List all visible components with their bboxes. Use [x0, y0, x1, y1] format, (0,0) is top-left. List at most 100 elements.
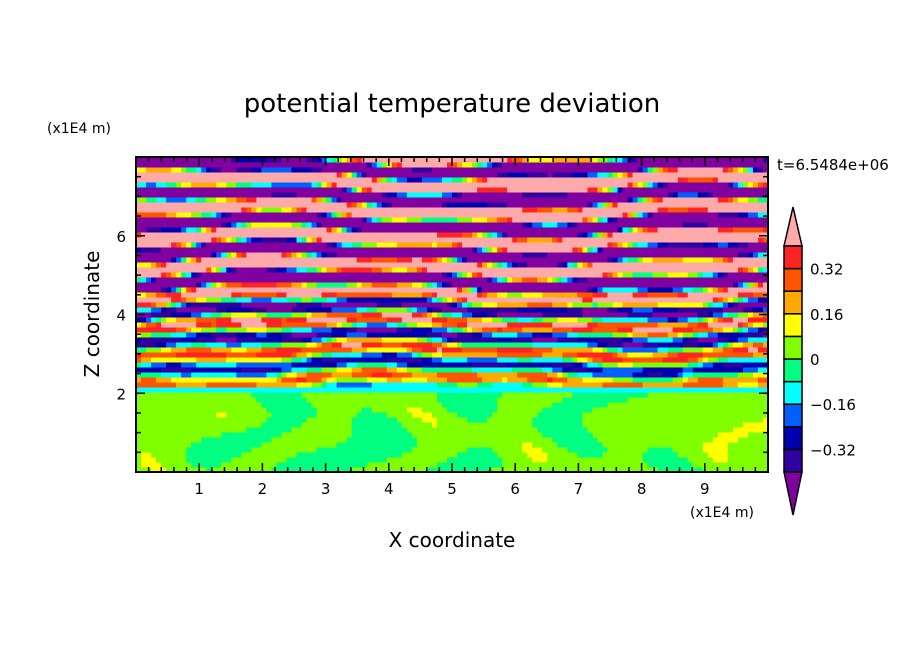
contour-cell: [396, 257, 413, 263]
contour-cell: [757, 297, 769, 303]
contour-cell: [216, 412, 227, 418]
contour-cell: [542, 292, 578, 298]
contour-cell: [301, 422, 353, 428]
contour-cell: [632, 182, 639, 188]
contour-cell: [547, 252, 739, 258]
contour-cell: [441, 202, 448, 208]
contour-cell: [527, 452, 548, 458]
contour-cell: [136, 432, 222, 438]
contour-cell: [492, 247, 498, 253]
contour-cell: [221, 432, 282, 438]
contour-cell: [467, 357, 498, 363]
contour-cell: [542, 407, 593, 413]
contour-cell: [532, 317, 543, 323]
contour-cell: [702, 272, 714, 278]
contour-cell: [697, 362, 704, 368]
contour-cell: [647, 292, 679, 298]
contour-cell: [431, 337, 443, 343]
contour-cell: [191, 462, 222, 468]
contour-cell: [487, 292, 498, 298]
contour-cell: [652, 312, 699, 318]
contour-cell: [256, 337, 282, 343]
contour-cell: [467, 327, 473, 333]
contour-cell: [462, 177, 468, 183]
contour-cell: [457, 272, 463, 278]
contour-cell: [477, 187, 508, 193]
contour-cell: [176, 342, 192, 348]
contour-cell: [176, 287, 182, 293]
contour-cell: [431, 307, 443, 313]
contour-cell: [446, 317, 468, 323]
contour-cell: [441, 307, 468, 313]
contour-cell: [467, 302, 473, 308]
contour-cell: [296, 372, 308, 378]
contour-cell: [161, 307, 167, 313]
contour-cell: [617, 352, 629, 358]
contour-cell: [647, 197, 654, 203]
contour-cell: [607, 307, 619, 313]
contour-cell: [136, 237, 212, 243]
contour-cell: [336, 252, 523, 258]
contour-cell: [607, 157, 614, 163]
contour-cell: [291, 207, 298, 213]
contour-cell: [141, 337, 182, 343]
contour-cell: [386, 457, 448, 463]
contour-cell: [431, 317, 448, 323]
contour-cell: [517, 307, 568, 313]
contour-cell: [712, 362, 724, 368]
contour-cell: [752, 322, 764, 328]
contour-cell: [587, 187, 598, 193]
contour-cell: [492, 262, 498, 268]
contour-cell: [236, 332, 257, 338]
contour-cell: [251, 167, 262, 173]
contour-cell: [652, 352, 669, 358]
contour-cell: [477, 382, 493, 388]
contour-cell: [291, 357, 303, 363]
contour-cell: [622, 212, 629, 218]
contour-cell: [346, 357, 388, 363]
contour-cell: [497, 337, 513, 343]
contour-cell: [592, 217, 598, 223]
contour-cell: [201, 312, 212, 318]
contour-cell: [351, 467, 428, 473]
contour-cell: [136, 367, 162, 373]
contour-cell: [732, 197, 739, 203]
contour-cell: [472, 272, 478, 278]
contour-cell: [707, 302, 714, 308]
contour-cell: [717, 177, 769, 183]
contour-cell: [627, 352, 654, 358]
contour-cell: [211, 237, 217, 243]
contour-cell: [457, 297, 463, 303]
contour-cell: [472, 312, 488, 318]
contour-cell: [351, 367, 363, 373]
contour-cell: [727, 167, 734, 173]
contour-cell: [226, 212, 232, 218]
contour-cell: [146, 322, 157, 328]
contour-cell: [291, 367, 308, 373]
contour-cell: [662, 182, 669, 188]
chart-title: potential temperature deviation: [244, 89, 660, 119]
contour-cell: [612, 272, 619, 278]
contour-cell: [281, 207, 292, 213]
contour-cell: [196, 167, 202, 173]
contour-cell: [311, 222, 318, 228]
contour-cell: [406, 307, 413, 313]
contour-cell: [487, 277, 493, 283]
contour-cell: [552, 362, 573, 368]
contour-cell: [572, 362, 583, 368]
contour-cell: [742, 342, 754, 348]
contour-cell: [522, 222, 528, 228]
contour-cell: [196, 227, 202, 233]
contour-cell: [757, 212, 769, 218]
contour-cell: [512, 277, 523, 283]
contour-cell: [176, 257, 182, 263]
contour-cell: [156, 302, 167, 308]
contour-cell: [286, 252, 292, 258]
contour-cell: [667, 347, 684, 353]
contour-cell: [502, 262, 508, 268]
contour-cell: [617, 307, 634, 313]
contour-cell: [136, 162, 368, 168]
contour-cell: [607, 347, 619, 353]
contour-cell: [667, 332, 679, 338]
contour-cell: [236, 297, 252, 303]
